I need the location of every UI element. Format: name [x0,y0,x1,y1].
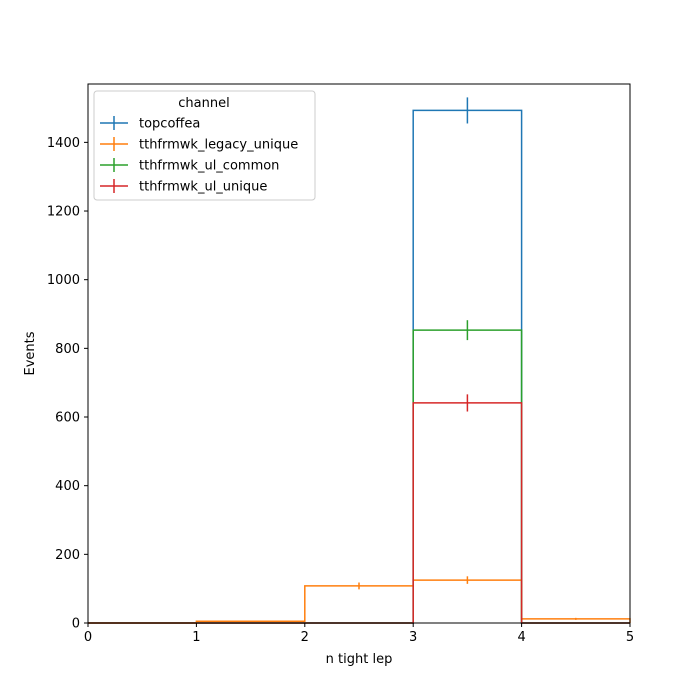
x-tick-label: 2 [301,630,309,645]
legend-item: tthfrmwk_legacy_unique [100,137,298,153]
legend-label: tthfrmwk_ul_unique [139,180,267,195]
legend-item: tthfrmwk_ul_common [100,158,279,174]
y-axis-label: Events [23,331,38,375]
legend-box [93,90,316,201]
legend: channel topcoffeatthfrmwk_legacy_uniquet… [93,90,316,201]
x-tick-label: 3 [409,630,417,645]
legend-items: topcoffea tthfrmwk_legacy_unique tthfrmwk_… [100,116,298,195]
y-tick-label: 1000 [47,273,80,288]
y-axis-ticks: 0 200 400 600 800 1000 1200 1400 [47,136,88,632]
y-tick-label: 1200 [47,205,80,220]
y-tick-label: 800 [55,342,80,357]
y-tick-label: 600 [55,411,80,426]
plot-frame [87,83,631,624]
legend-label: topcoffea [139,117,200,132]
x-tick-label: 4 [517,630,525,645]
x-tick-label: 5 [626,630,634,645]
y-tick-label: 0 [72,617,80,632]
y-tick-label: 1400 [47,136,80,151]
y-tick-label: 400 [55,479,80,494]
x-axis-ticks: 0 1 2 3 4 5 [84,623,634,645]
legend-title: channel [178,96,229,111]
legend-label: tthfrmwk_ul_common [139,159,279,174]
x-axis-label: n tight lep [326,652,393,667]
legend-label: tthfrmwk_legacy_unique [139,138,298,153]
x-tick-label: 1 [192,630,200,645]
x-tick-label: 0 [84,630,92,645]
legend-item: topcoffea [100,116,200,132]
y-tick-label: 200 [55,548,80,563]
legend-item: tthfrmwk_ul_unique [100,179,267,195]
